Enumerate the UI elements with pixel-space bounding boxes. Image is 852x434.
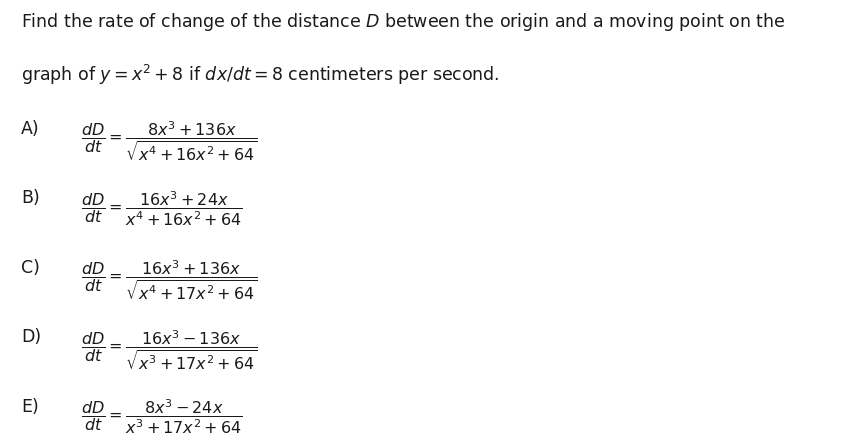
Text: Find the rate of change of the distance $D$ between the origin and a moving poin: Find the rate of change of the distance … <box>21 11 785 33</box>
Text: $\dfrac{dD}{dt}=\dfrac{16x^3+24x}{x^4+16x^2+64}$: $\dfrac{dD}{dt}=\dfrac{16x^3+24x}{x^4+16… <box>81 189 243 227</box>
Text: E): E) <box>21 397 39 415</box>
Text: $\dfrac{dD}{dt}=\dfrac{16x^3-136x}{\sqrt{x^3+17x^2+64}}$: $\dfrac{dD}{dt}=\dfrac{16x^3-136x}{\sqrt… <box>81 328 257 371</box>
Text: B): B) <box>21 189 40 207</box>
Text: $\dfrac{dD}{dt}=\dfrac{16x^3+136x}{\sqrt{x^4+17x^2+64}}$: $\dfrac{dD}{dt}=\dfrac{16x^3+136x}{\sqrt… <box>81 258 257 302</box>
Text: $\dfrac{dD}{dt}=\dfrac{8x^3+136x}{\sqrt{x^4+16x^2+64}}$: $\dfrac{dD}{dt}=\dfrac{8x^3+136x}{\sqrt{… <box>81 119 257 163</box>
Text: D): D) <box>21 328 42 345</box>
Text: C): C) <box>21 258 40 276</box>
Text: $\dfrac{dD}{dt}=\dfrac{8x^3-24x}{x^3+17x^2+64}$: $\dfrac{dD}{dt}=\dfrac{8x^3-24x}{x^3+17x… <box>81 397 243 434</box>
Text: A): A) <box>21 119 40 137</box>
Text: graph of $y=x^2+8$ if $dx/dt=8$ centimeters per second.: graph of $y=x^2+8$ if $dx/dt=8$ centimet… <box>21 63 499 87</box>
